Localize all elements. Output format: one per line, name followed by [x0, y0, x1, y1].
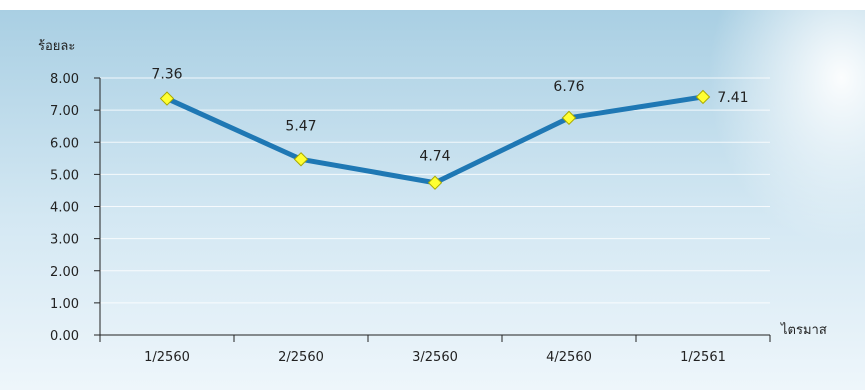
x-tick-label: 1/2560: [144, 350, 190, 365]
y-tick-label: 4.00: [50, 201, 79, 216]
data-point: [427, 175, 443, 190]
top-strip: [0, 0, 865, 10]
x-tick-label: 3/2560: [412, 350, 458, 365]
series: [159, 89, 711, 190]
x-tick-label: 1/2561: [680, 350, 726, 365]
y-tick-label: 5.00: [50, 168, 79, 183]
data-label: 7.36: [151, 67, 182, 83]
data-label: 7.41: [717, 90, 748, 106]
data-point: [561, 110, 577, 126]
y-tick-label: 6.00: [50, 136, 79, 151]
y-tick-label: 3.00: [50, 233, 79, 248]
gridlines: [100, 77, 770, 304]
y-tick-label: 0.00: [50, 329, 79, 344]
x-tick-label: 2/2560: [278, 350, 324, 365]
data-label: 4.74: [419, 149, 450, 165]
data-point: [695, 89, 711, 105]
y-tick-label: 2.00: [50, 265, 79, 280]
data-labels: 7.36 5.47 4.74 6.76 7.41: [151, 67, 748, 165]
y-tick-label: 1.00: [50, 297, 79, 312]
y-tick-label: 7.00: [50, 104, 79, 119]
x-tick-label: 4/2560: [546, 350, 592, 365]
x-axis-title: ไตรมาส: [780, 322, 827, 338]
data-point: [159, 91, 175, 106]
y-tick-labels: 0.00 1.00 2.00 3.00 4.00 5.00 6.00 7.00 8.00: [50, 72, 79, 344]
y-axis-title: ร้อยละ: [38, 39, 75, 54]
background-glow: [530, 0, 865, 390]
axes: [94, 77, 771, 342]
data-label: 6.76: [553, 79, 584, 95]
y-tick-label: 8.00: [50, 72, 79, 87]
data-point: [293, 152, 309, 167]
x-tick-labels: 1/2560 2/2560 3/2560 4/2560 1/2561: [144, 350, 726, 365]
data-label: 5.47: [285, 118, 316, 134]
